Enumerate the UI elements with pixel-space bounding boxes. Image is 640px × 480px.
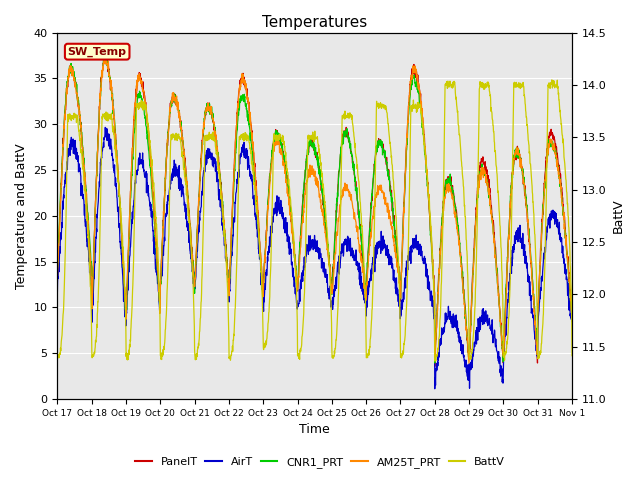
Title: Temperatures: Temperatures xyxy=(262,15,367,30)
X-axis label: Time: Time xyxy=(300,423,330,436)
Y-axis label: Temperature and BattV: Temperature and BattV xyxy=(15,143,28,288)
Text: SW_Temp: SW_Temp xyxy=(68,47,127,57)
Y-axis label: BattV: BattV xyxy=(612,198,625,233)
Legend: PanelT, AirT, CNR1_PRT, AM25T_PRT, BattV: PanelT, AirT, CNR1_PRT, AM25T_PRT, BattV xyxy=(131,452,509,472)
